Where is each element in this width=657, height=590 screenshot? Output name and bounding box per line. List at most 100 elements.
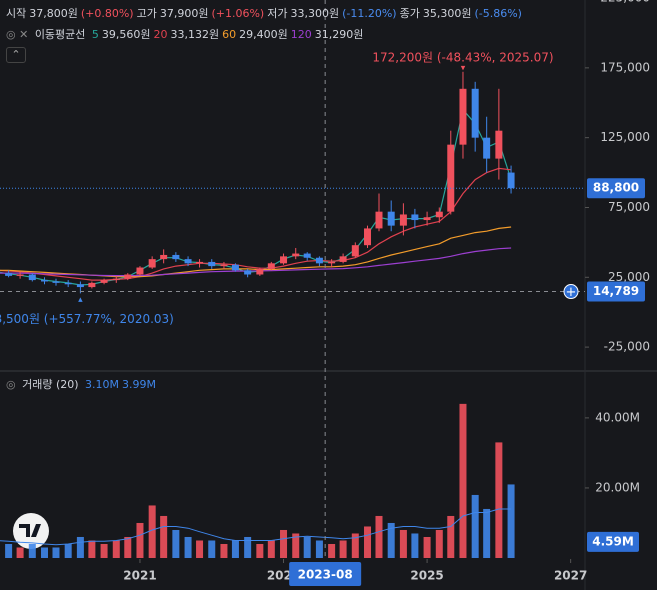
low-annotation: 13,500원 (+557.77%, 2020.03) [0, 312, 174, 326]
volume-ma-line [0, 508, 512, 546]
candle-body [495, 130, 503, 159]
volume-bar [64, 543, 72, 558]
candle-body [5, 273, 13, 276]
candle-body [459, 88, 467, 145]
volume-last-box [587, 531, 639, 552]
volume-bar [471, 494, 479, 558]
candle-body [447, 144, 455, 212]
ohlc-change: (+0.80%) [80, 7, 134, 20]
add-button[interactable] [563, 284, 579, 300]
moving-average-line [0, 247, 512, 277]
volume-bar [483, 508, 491, 558]
crosshair-y-label: 14,789 [593, 284, 639, 298]
low-arrow: ▴ [78, 295, 83, 305]
volume-legend: ◎ 거래량 (20) 3.10M 3.99M [6, 376, 159, 392]
ohlc-change: (-11.20%) [342, 7, 397, 20]
candle-body [435, 211, 443, 218]
volume-bar [184, 536, 192, 558]
volume-bar [112, 540, 120, 558]
candle-body [220, 264, 228, 267]
candle-body [196, 261, 204, 264]
volume-bar [5, 543, 13, 558]
candle-body [231, 264, 239, 271]
volume-bar [136, 522, 144, 558]
volume-bar [160, 515, 168, 558]
ohlc-change: (+1.06%) [211, 7, 265, 20]
candle-body [375, 211, 383, 229]
volume-bar [100, 543, 108, 558]
volume-y-tick-label: 40.00M [595, 410, 640, 424]
crosshair-x-label: 2023-08 [298, 568, 353, 582]
candle-body [339, 256, 347, 262]
volume-bar [208, 540, 216, 558]
ohlc-value: 37,800원 [29, 7, 78, 20]
ohlc-value: 33,300원 [290, 7, 340, 20]
y-tick-label: 225,000 [600, 0, 650, 5]
volume-bar [88, 540, 96, 558]
ma-legend: ◎ ✕ 이동평균선 5 39,560원 20 33,132원 60 29,400원 120 3… [6, 26, 366, 42]
collapse-button[interactable]: ⌃ [6, 47, 26, 63]
candle-body [100, 280, 108, 283]
ohlc-value: 35,300원 [422, 7, 472, 20]
volume-last-label: 4.59M [592, 534, 634, 548]
volume-bar [41, 547, 49, 558]
visibility-icon[interactable]: ◎ ✕ [6, 28, 29, 41]
candle-body [303, 253, 311, 258]
candle-body [88, 282, 96, 288]
ohlc-legend: 시작 37,800원 (+0.80%) 고가 37,900원 (+1.06%) 저가 33,3… [6, 5, 525, 21]
candle-body [364, 228, 372, 246]
volume-bar [28, 543, 36, 558]
candle-body [52, 281, 60, 283]
visibility-icon[interactable]: ◎ [6, 378, 16, 391]
volume-bar [244, 536, 252, 558]
volume-bar [256, 543, 264, 558]
volume-bar [423, 536, 431, 558]
volume-bar [315, 540, 323, 558]
x-tick-label: 2027 [554, 569, 587, 583]
ohlc-value: 37,900원 [159, 7, 209, 20]
last-price-label: 88,800 [593, 181, 639, 195]
volume-bar [387, 522, 395, 558]
y-tick-label: 125,000 [600, 130, 650, 144]
candle-body [112, 278, 120, 281]
volume-bar [411, 533, 419, 558]
x-tick-label: 2021 [123, 569, 156, 583]
candle-body [399, 214, 407, 226]
candle-body [387, 211, 395, 226]
y-tick-label: -25,000 [604, 340, 650, 354]
volume-bar [280, 529, 288, 558]
ohlc-label: 고가 [136, 7, 157, 20]
volume-bar [364, 526, 372, 558]
candle-body [315, 257, 323, 264]
volume-bar [435, 529, 443, 558]
last-price-box [587, 178, 645, 199]
candle-body [136, 267, 144, 275]
candle-body [244, 270, 252, 275]
ohlc-label: 시작 [6, 7, 27, 20]
volume-title: 거래량 (20) [22, 378, 79, 391]
volume-y-tick-label: 20.00M [595, 480, 640, 494]
candle-body [507, 172, 515, 189]
volume-bar [351, 533, 359, 558]
volume-bar [495, 442, 503, 558]
high-annotation: 172,200원 (-48.43%, 2025.07) [372, 50, 553, 64]
candle-body [16, 274, 24, 276]
volume-bar [375, 515, 383, 558]
volume-bar [267, 540, 275, 558]
volume-bar [328, 543, 336, 558]
candle-body [256, 268, 264, 275]
volume-bar [76, 536, 84, 558]
candle-body [41, 280, 49, 282]
volume-ma-value: 3.10M [85, 378, 120, 391]
volume-bar [303, 536, 311, 558]
ma-value: 31,290원 [314, 28, 364, 41]
volume-bar [124, 536, 132, 558]
volume-bar [52, 547, 60, 558]
tv-logo [13, 513, 49, 549]
candle-body [160, 254, 168, 260]
candle-body [28, 274, 36, 281]
candle-body [328, 261, 336, 264]
